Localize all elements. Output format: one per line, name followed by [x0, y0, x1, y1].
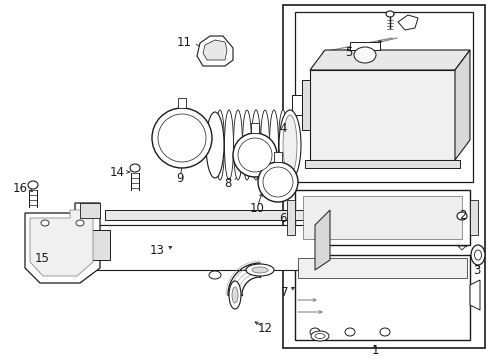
Polygon shape — [30, 210, 93, 276]
Ellipse shape — [283, 115, 297, 175]
Polygon shape — [310, 70, 455, 160]
Text: 11: 11 — [177, 36, 192, 49]
Ellipse shape — [345, 328, 355, 336]
Polygon shape — [105, 210, 315, 220]
Polygon shape — [315, 210, 330, 270]
Ellipse shape — [251, 110, 261, 180]
Text: 6: 6 — [279, 212, 287, 225]
Ellipse shape — [238, 138, 272, 172]
Polygon shape — [274, 152, 282, 162]
Text: 7: 7 — [280, 285, 288, 298]
Ellipse shape — [76, 220, 84, 226]
Polygon shape — [455, 50, 470, 160]
Ellipse shape — [471, 245, 485, 265]
Polygon shape — [25, 203, 100, 283]
Text: 2: 2 — [459, 208, 467, 221]
Ellipse shape — [380, 328, 390, 336]
Ellipse shape — [234, 110, 243, 180]
Ellipse shape — [229, 281, 241, 309]
Ellipse shape — [457, 212, 467, 220]
Ellipse shape — [270, 110, 278, 180]
Polygon shape — [470, 200, 478, 235]
Polygon shape — [80, 203, 100, 218]
Text: 1: 1 — [371, 345, 379, 357]
Ellipse shape — [278, 110, 288, 180]
Ellipse shape — [315, 333, 325, 338]
Ellipse shape — [152, 108, 212, 168]
Text: 8: 8 — [224, 176, 232, 189]
Ellipse shape — [216, 110, 224, 180]
Ellipse shape — [263, 167, 293, 197]
Text: 4: 4 — [279, 122, 287, 135]
Polygon shape — [287, 200, 295, 235]
Ellipse shape — [261, 110, 270, 180]
Ellipse shape — [474, 250, 482, 260]
Text: 16: 16 — [13, 181, 28, 194]
Polygon shape — [292, 95, 302, 115]
Polygon shape — [305, 160, 460, 168]
Ellipse shape — [158, 114, 206, 162]
Polygon shape — [458, 246, 466, 250]
Ellipse shape — [258, 162, 298, 202]
Bar — [283, 5, 485, 348]
Ellipse shape — [243, 110, 251, 180]
Ellipse shape — [209, 271, 221, 279]
Ellipse shape — [206, 112, 224, 178]
Polygon shape — [350, 42, 380, 50]
Ellipse shape — [41, 220, 49, 226]
Ellipse shape — [310, 328, 320, 336]
Text: 13: 13 — [150, 243, 165, 257]
Bar — [295, 12, 473, 182]
Ellipse shape — [279, 110, 301, 180]
Ellipse shape — [246, 264, 274, 276]
Polygon shape — [251, 123, 259, 133]
Text: 14: 14 — [110, 166, 125, 179]
Ellipse shape — [386, 11, 394, 17]
Ellipse shape — [311, 331, 329, 341]
Text: 15: 15 — [35, 252, 50, 265]
Ellipse shape — [354, 47, 376, 63]
Polygon shape — [470, 280, 480, 310]
Polygon shape — [197, 36, 233, 66]
Polygon shape — [203, 40, 227, 60]
Polygon shape — [95, 225, 315, 270]
Polygon shape — [215, 110, 290, 180]
Bar — [295, 255, 470, 340]
Text: 12: 12 — [258, 321, 272, 334]
Polygon shape — [310, 50, 470, 70]
Ellipse shape — [233, 133, 277, 177]
Polygon shape — [398, 15, 418, 30]
Bar — [298, 258, 467, 278]
Ellipse shape — [252, 267, 268, 273]
Ellipse shape — [28, 181, 38, 189]
Text: 9: 9 — [176, 171, 184, 185]
Text: 3: 3 — [473, 264, 481, 276]
Ellipse shape — [232, 287, 238, 303]
Bar — [295, 190, 470, 245]
Bar — [303, 196, 462, 239]
Text: 5: 5 — [344, 45, 352, 59]
Polygon shape — [302, 80, 310, 130]
Ellipse shape — [130, 164, 140, 172]
Polygon shape — [178, 98, 186, 108]
Ellipse shape — [224, 110, 234, 180]
Text: 10: 10 — [249, 202, 265, 215]
Polygon shape — [90, 230, 110, 260]
